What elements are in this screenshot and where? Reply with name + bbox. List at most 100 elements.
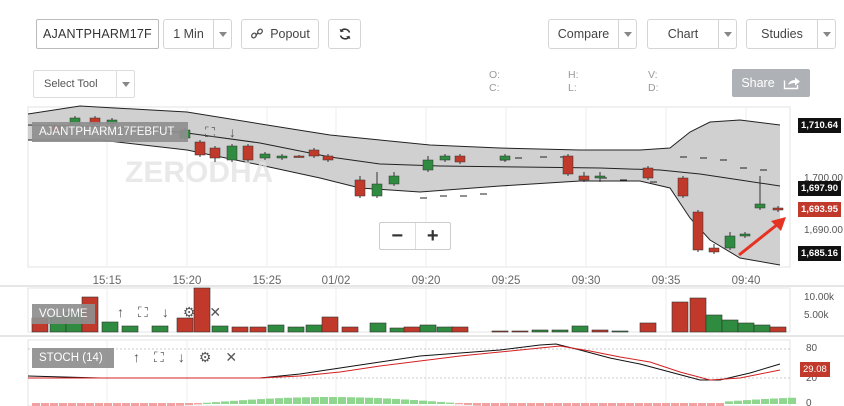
interval-label: 1 Min [173, 27, 204, 41]
stoch-hist-bar [482, 403, 490, 406]
gear-icon[interactable]: ⚙ [198, 349, 212, 365]
stoch-hist-bar [680, 403, 688, 406]
stoch-hist-bar [518, 403, 526, 406]
link-icon [251, 28, 264, 39]
stoch-hist-bar [725, 401, 733, 404]
stoch-hist-bar [113, 403, 121, 406]
volume-bar [176, 317, 194, 333]
stoch-hist-bar [185, 403, 193, 406]
stoch-panel-label: STOCH (14) [32, 348, 114, 368]
candle-body [708, 247, 720, 253]
lower-band-price-box: 1,685.16 [798, 246, 841, 261]
volume-bar [305, 324, 323, 333]
time-label: 09:20 [412, 275, 441, 287]
arrow-down-icon[interactable]: ↓ [228, 124, 236, 140]
candle-body [308, 149, 320, 157]
candle-body [692, 211, 704, 251]
share-icon [783, 77, 800, 90]
stoch-hist-bar [761, 399, 769, 404]
zoom-out-button[interactable]: − [391, 224, 404, 247]
volume-panel-label: VOLUME [32, 304, 95, 324]
studies-dropdown[interactable]: Studies [746, 19, 836, 49]
time-label: 15:25 [253, 275, 282, 287]
compare-label: Compare [557, 27, 610, 41]
bollinger-band-fill [28, 106, 780, 265]
close-icon[interactable]: ✕ [225, 349, 238, 365]
stoch-d-line [28, 345, 781, 381]
candle-body [677, 177, 689, 197]
stoch-tick-0: 0 [806, 398, 812, 406]
stoch-hist-bar [167, 403, 175, 406]
volume-bar [753, 324, 771, 333]
volume-bar [249, 326, 267, 333]
volume-bar [403, 326, 421, 333]
stoch-hist-bar [428, 401, 436, 404]
time-label: 15:20 [173, 275, 202, 287]
zoom-in-button[interactable]: + [414, 223, 451, 249]
stoch-hist-bar [770, 398, 778, 404]
stoch-hist-bar [68, 403, 76, 406]
stoch-hist-bar [554, 403, 562, 406]
stoch-hist-bar [356, 397, 364, 404]
volume-bar [211, 325, 229, 333]
chart-label: Chart [667, 27, 699, 41]
arrow-up-icon[interactable]: ↑ [133, 349, 140, 365]
bollinger-upper-line [27, 105, 781, 151]
stoch-hist-bar [230, 400, 238, 404]
ohlc-high: H: [568, 69, 579, 81]
volume-bar [705, 314, 723, 333]
candle-body [354, 179, 366, 197]
stoch-hist-bar [563, 403, 571, 406]
candle-body [739, 233, 751, 237]
stoch-hist-bar [176, 403, 184, 406]
refresh-button[interactable] [328, 19, 361, 49]
maximize-icon[interactable]: ⛶ [154, 349, 164, 365]
volume-bar [491, 330, 509, 333]
symbol-input[interactable] [36, 19, 159, 49]
popout-button[interactable]: Popout [241, 19, 319, 49]
time-label: 01/02 [322, 275, 351, 287]
stoch-hist-bar [491, 403, 499, 406]
arrow-down-icon[interactable]: ↓ [161, 304, 169, 320]
stoch-hist-bar [383, 398, 391, 404]
compare-dropdown[interactable]: Compare [548, 19, 637, 49]
arrow-down-icon[interactable]: ↓ [177, 349, 185, 365]
gear-icon[interactable]: ⚙ [182, 304, 196, 320]
maximize-icon[interactable]: ⛶ [205, 124, 215, 140]
volume-bar [287, 326, 305, 333]
time-label: 09:30 [572, 275, 601, 287]
select-tool-dropdown[interactable]: Select Tool [33, 70, 135, 98]
volume-bar [671, 301, 689, 333]
stoch-hist-bar [572, 403, 580, 406]
arrow-up-icon[interactable]: ↑ [117, 304, 124, 320]
stoch-value-box: 29.08 [800, 362, 830, 377]
volume-bar [121, 325, 139, 333]
chevron-down-icon [718, 20, 736, 48]
stoch-hist-bar [131, 403, 139, 406]
candle-body [226, 145, 238, 161]
stoch-hist-bar [410, 400, 418, 404]
stoch-hist-bar [464, 403, 472, 405]
stoch-hist-bar [365, 397, 373, 404]
stoch-hist-bar [284, 397, 292, 404]
volume-bar [389, 327, 407, 333]
share-button[interactable]: Share [732, 69, 810, 97]
candle-body [772, 207, 784, 211]
volume-bar [551, 329, 569, 333]
chevron-down-icon [817, 20, 835, 48]
candle-body [209, 147, 221, 159]
stoch-hist-bar [734, 400, 742, 404]
chart-type-dropdown[interactable]: Chart [647, 19, 737, 49]
stoch-hist-bar [626, 403, 634, 406]
ohlc-open-close: O: C: [489, 69, 500, 95]
volume-bar [591, 329, 609, 333]
close-icon[interactable]: ✕ [209, 304, 222, 320]
stoch-hist-bar [653, 403, 661, 406]
stoch-hist-bar [266, 398, 274, 404]
stoch-hist-bar [419, 400, 427, 404]
maximize-icon[interactable]: ⛶ [138, 304, 148, 320]
zoom-control: − + [379, 222, 451, 250]
interval-dropdown[interactable]: 1 Min [163, 19, 232, 49]
stoch-tick-80: 80 [806, 343, 818, 354]
